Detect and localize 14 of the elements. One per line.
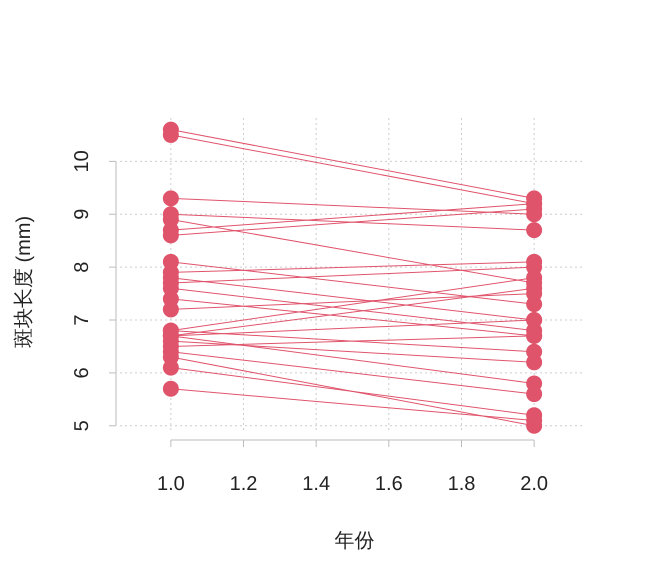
y-tick-label: 6 <box>71 367 93 378</box>
x-tick-label: 1.6 <box>374 473 403 495</box>
x-tick-label: 1.4 <box>302 473 330 495</box>
y-tick-label: 8 <box>71 262 93 273</box>
y-axis-title: 斑块长度 (mm) <box>13 216 35 348</box>
x-tick-label: 1.8 <box>448 473 476 495</box>
x-tick-label: 1.0 <box>156 473 185 495</box>
y-tick-label: 7 <box>71 314 93 326</box>
y-tick-label: 9 <box>71 208 93 220</box>
y-tick-label: 10 <box>71 150 93 172</box>
x-axis-title: 年份 <box>334 530 374 552</box>
x-tick-label: 1.2 <box>230 473 258 495</box>
y-tick-label: 5 <box>71 420 93 432</box>
x-tick-label: 2.0 <box>520 473 548 495</box>
